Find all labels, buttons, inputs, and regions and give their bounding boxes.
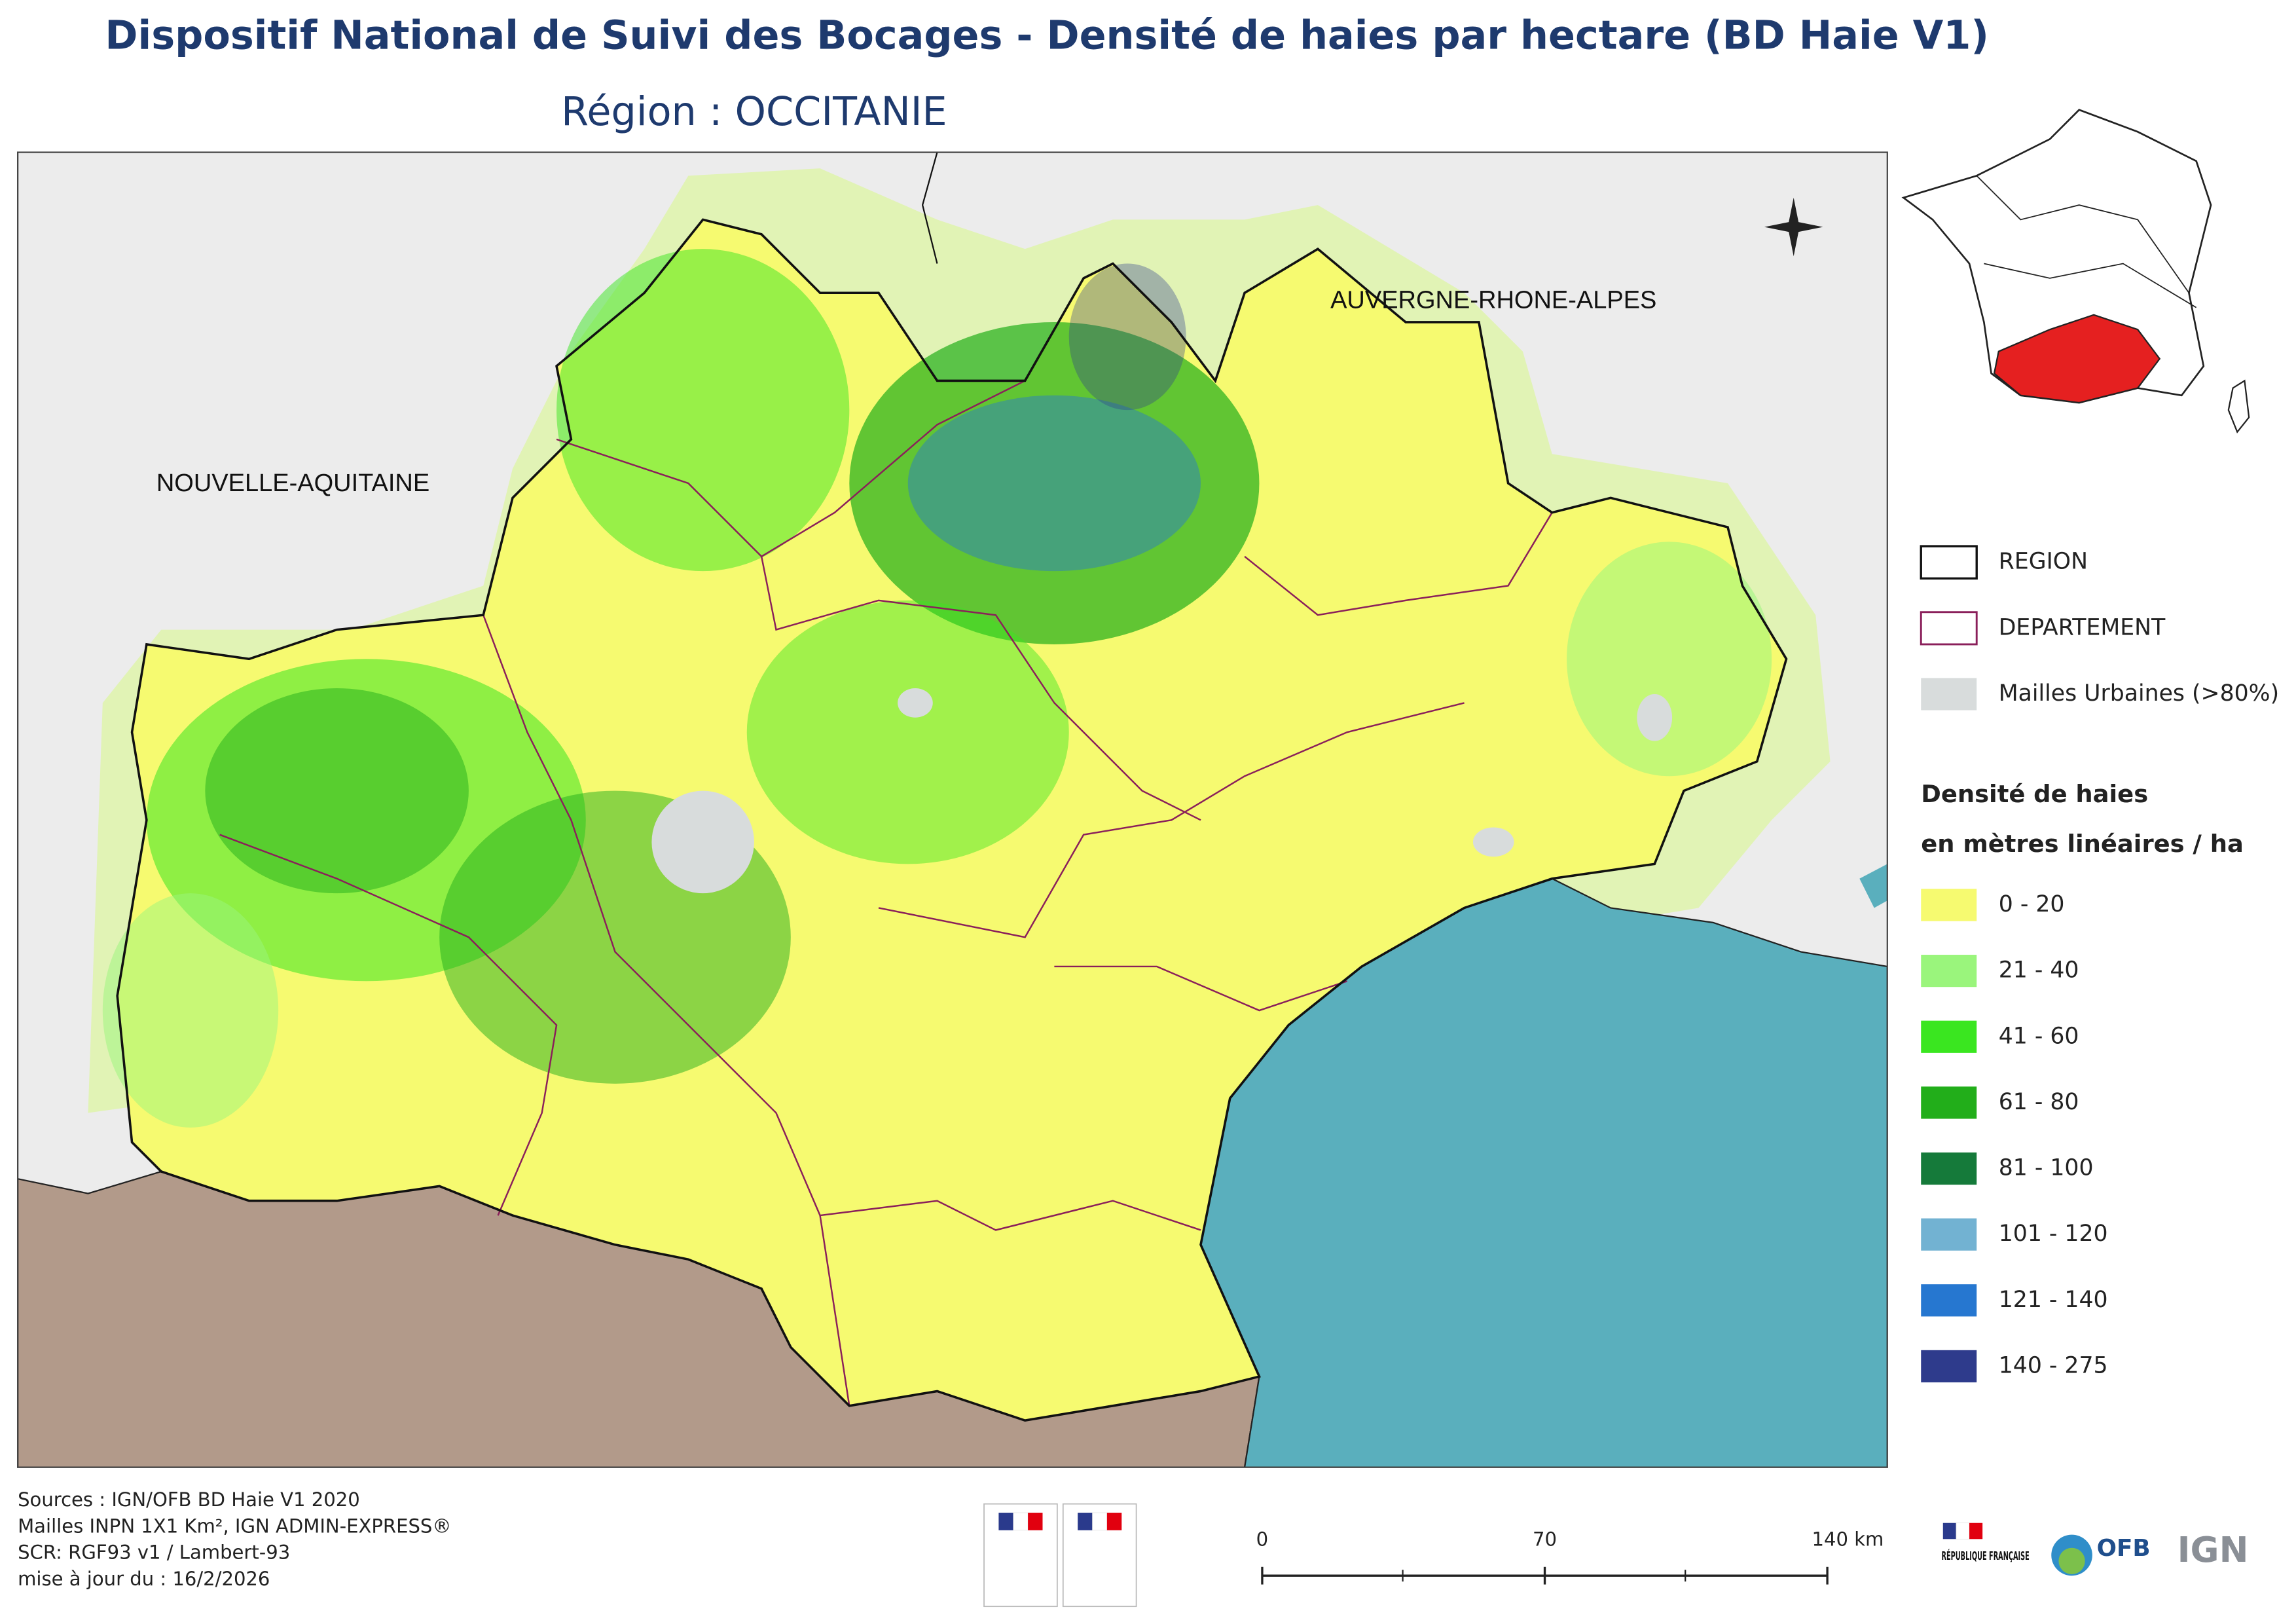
main-map: NOUVELLE-AQUITAINE AUVERGNE-RHONE-ALPES	[16, 151, 1888, 1468]
region-boundary	[116, 218, 1788, 1422]
scale-bar: 0 70 140 km	[1256, 1528, 1884, 1585]
legend-class-label: 121 - 140	[1999, 1287, 2108, 1313]
scale-label: 0	[1256, 1528, 1269, 1551]
compass-needle	[1764, 221, 1823, 233]
source-line: Mailles INPN 1X1 Km², IGN ADMIN-EXPRESS®	[18, 1515, 451, 1537]
density-zone	[849, 322, 1260, 644]
region-area	[117, 219, 1787, 1421]
department-boundaries	[219, 380, 1553, 1406]
density-zone	[102, 893, 279, 1128]
department-boundary	[1244, 512, 1553, 616]
hedge-density	[102, 249, 1772, 1128]
density-zone	[746, 600, 1069, 864]
inset-map	[1901, 109, 2250, 434]
corsica	[2227, 379, 2250, 434]
ofb-logo-mark	[2058, 1547, 2085, 1574]
legend-class-label: 101 - 120	[1999, 1221, 2108, 1247]
legend-heading: en mètres linéaires / ha	[1921, 830, 2244, 858]
inset-boundary	[1976, 175, 2190, 293]
flag-red	[1028, 1513, 1043, 1530]
flag-red	[1106, 1513, 1122, 1530]
legend-symbol	[1921, 678, 1977, 710]
flag-red	[1969, 1522, 1983, 1540]
legend-swatch	[1921, 1020, 1977, 1053]
footer: Sources : IGN/OFB BD Haie V1 2020 Maille…	[18, 1488, 2249, 1608]
department-boundary	[219, 834, 558, 1216]
map-label: AUVERGNE-RHONE-ALPES	[1330, 287, 1656, 314]
map-label: NOUVELLE-AQUITAINE	[156, 470, 429, 497]
neighbour-boundary	[921, 152, 938, 264]
density-zone	[907, 395, 1201, 572]
legend-heading: Densité de haies	[1921, 780, 2148, 808]
legend-swatch	[1921, 1152, 1977, 1185]
density-zone	[556, 249, 850, 572]
ign-logo: IGN	[2178, 1529, 2249, 1570]
legend-swatch	[1921, 955, 1977, 987]
department-boundary	[760, 556, 1201, 821]
source-line: mise à jour du : 16/2/2026	[18, 1568, 270, 1590]
density-zone	[1567, 542, 1772, 777]
legend-classes: 0 - 20 21 - 40 41 - 60 61 - 80 81 - 100 101 -…	[1921, 889, 2108, 1383]
title: Dispositif National de Suivi des Bocages…	[105, 13, 1989, 59]
legend-swatch	[1921, 1284, 1977, 1317]
inset-boundary	[1984, 263, 2197, 308]
source-line: Sources : IGN/OFB BD Haie V1 2020	[18, 1488, 360, 1511]
flag-white	[1013, 1512, 1029, 1531]
legend-class-label: 140 - 275	[1999, 1352, 2108, 1378]
scale-label: 140 km	[1812, 1528, 1884, 1551]
legend-symbol	[1920, 611, 1978, 646]
legend-swatch	[1921, 1350, 1977, 1383]
flag-blue	[1942, 1522, 1956, 1540]
north-arrow	[1764, 197, 1823, 257]
legend-label: REGION	[1999, 549, 2088, 575]
urban-area	[1472, 827, 1514, 857]
urban-area	[1637, 693, 1673, 741]
legend-class-label: 81 - 100	[1999, 1155, 2094, 1181]
flag-blue	[998, 1513, 1013, 1530]
legend-class-label: 21 - 40	[1999, 957, 2079, 984]
legend-swatch	[1921, 889, 1977, 921]
department-boundary	[878, 702, 1465, 938]
ofb-logo: OFB	[2097, 1535, 2151, 1562]
legend-class-label: 61 - 80	[1999, 1089, 2079, 1115]
department-boundary	[483, 614, 850, 1406]
legend-label: Mailles Urbaines (>80%)	[1999, 680, 2279, 707]
flag-white	[1092, 1512, 1108, 1531]
legend-class-label: 41 - 60	[1999, 1023, 2079, 1049]
urban-area	[651, 790, 754, 894]
department-boundary	[556, 380, 1026, 558]
density-zone	[205, 688, 469, 894]
occitanie-highlight	[1993, 314, 2161, 404]
flag-white	[1956, 1522, 1970, 1540]
map-frame	[16, 151, 1888, 1468]
legend: REGION DEPARTEMENT Mailles Urbaines (>80…	[1920, 545, 2279, 1383]
department-boundary	[1054, 965, 1348, 1012]
source-line: SCR: RGF93 v1 / Lambert-93	[18, 1541, 290, 1564]
legend-class-label: 0 - 20	[1999, 891, 2065, 917]
department-boundary	[820, 1200, 1201, 1231]
legend-swatch	[1921, 1218, 1977, 1251]
flag-blue	[1078, 1513, 1093, 1530]
density-zone	[1068, 263, 1186, 411]
republique-logo: RÉPUBLIQUE FRANÇAISE	[1942, 1549, 2030, 1563]
legend-symbol	[1920, 545, 1978, 580]
urban-area	[898, 688, 933, 718]
legend-swatch	[1921, 1086, 1977, 1119]
legend-label: DEPARTEMENT	[1999, 614, 2166, 640]
scale-label: 70	[1533, 1528, 1557, 1551]
subtitle: Région : OCCITANIE	[561, 89, 947, 135]
